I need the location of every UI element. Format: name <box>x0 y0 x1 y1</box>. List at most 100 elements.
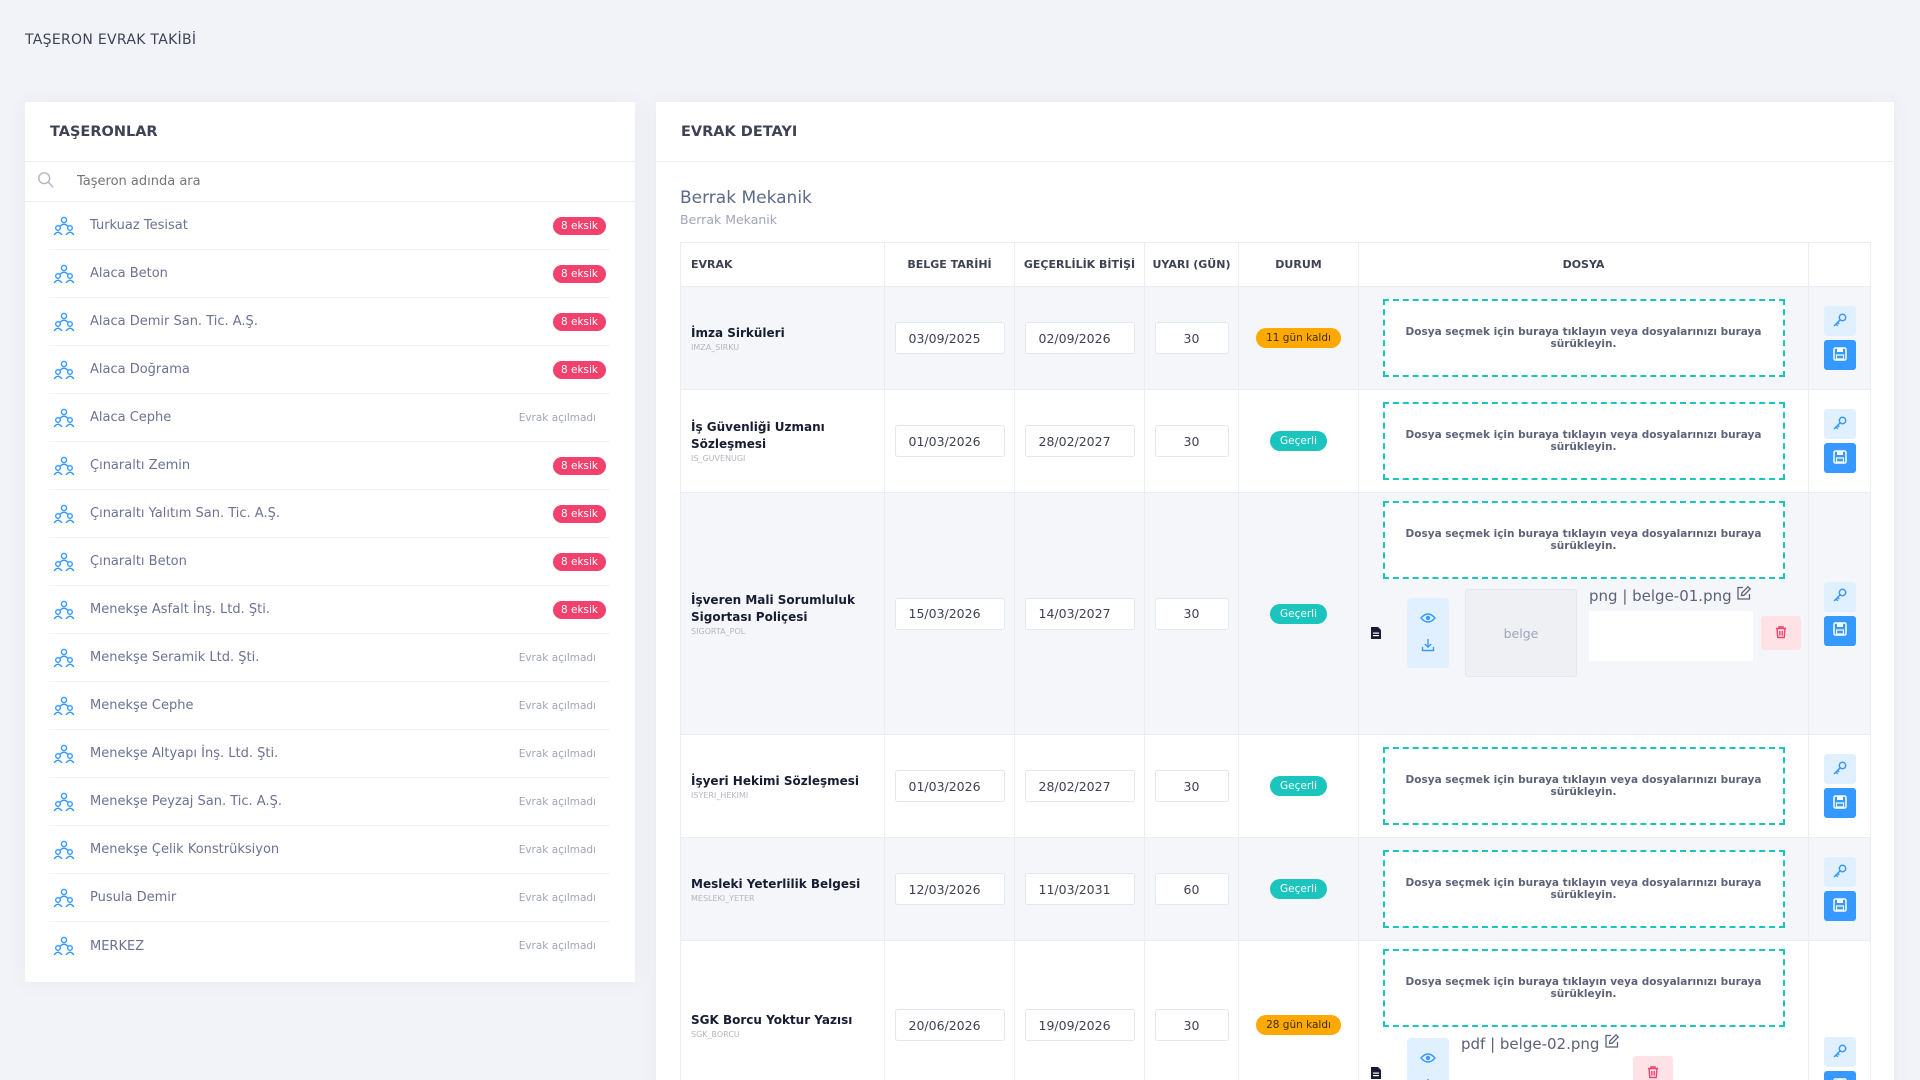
people-icon <box>50 884 78 912</box>
file-cell: Dosya seçmek için buraya tıklayın veya d… <box>1358 734 1809 838</box>
expiry-date-cell: 14/03/2027 <box>1014 492 1145 735</box>
document-date-input[interactable]: 01/03/2026 <box>894 770 1005 802</box>
document-date-input[interactable]: 01/03/2026 <box>894 425 1005 457</box>
expiry-date-input[interactable]: 19/09/2026 <box>1024 1009 1135 1041</box>
warning-days-input[interactable]: 30 <box>1154 597 1229 630</box>
permission-button[interactable] <box>1823 857 1856 887</box>
expiry-date-value: 11/03/2031 <box>1038 881 1111 897</box>
expiry-date-input[interactable]: 11/03/2031 <box>1024 873 1135 905</box>
expiry-date-value: 19/09/2026 <box>1038 1017 1111 1033</box>
document-code: SGK_BORCU <box>691 1029 740 1039</box>
status-cell: Geçerli <box>1238 734 1359 838</box>
permission-button[interactable] <box>1823 581 1856 612</box>
delete-file-button[interactable] <box>1633 1056 1673 1080</box>
save-button[interactable] <box>1823 1071 1856 1080</box>
subcontractor-item[interactable]: Menekşe Asfalt İnş. Ltd. Şti. 8 eksik <box>50 586 610 634</box>
file-description-area <box>1589 611 1753 661</box>
people-icon <box>50 836 78 864</box>
file-dropzone[interactable]: Dosya seçmek için buraya tıklayın veya d… <box>1382 949 1785 1027</box>
save-button[interactable] <box>1823 788 1856 818</box>
document-name: İşyeri Hekimi Sözleşmesi <box>691 773 860 788</box>
expiry-date-value: 02/09/2026 <box>1038 330 1111 346</box>
save-button[interactable] <box>1823 443 1856 473</box>
document-date-input[interactable]: 03/09/2025 <box>894 322 1005 354</box>
warning-days-input[interactable]: 30 <box>1154 1009 1229 1041</box>
people-icon <box>50 932 78 960</box>
subcontractor-item[interactable]: Alaca Beton 8 eksik <box>50 250 610 298</box>
col-gecerlilik: GEÇERLİLİK BİTİŞİ <box>1014 242 1145 287</box>
subcontractor-name: Menekşe Çelik Konstrüksiyon <box>90 842 280 857</box>
warning-days-cell: 30 <box>1144 734 1239 838</box>
rename-icon[interactable] <box>1604 1033 1620 1053</box>
actions-cell <box>1808 837 1871 941</box>
subcontractor-item[interactable]: Çınaraltı Zemin 8 eksik <box>50 442 610 490</box>
subcontractor-item[interactable]: Menekşe Altyapı İnş. Ltd. Şti. Evrak açıl… <box>50 730 610 778</box>
subcontractor-item[interactable]: Alaca Demir San. Tic. A.Ş. 8 eksik <box>50 298 610 346</box>
subcontractor-item[interactable]: Pusula Demir Evrak açılmadı <box>50 874 610 922</box>
subcontractor-name: Menekşe Altyapı İnş. Ltd. Şti. <box>90 746 279 761</box>
expiry-date-input[interactable]: 14/03/2027 <box>1024 597 1135 630</box>
file-dropzone[interactable]: Dosya seçmek için buraya tıklayın veya d… <box>1382 402 1785 480</box>
expiry-date-input[interactable]: 02/09/2026 <box>1024 322 1135 354</box>
subcontractor-panel-title: TAŞERONLAR <box>25 102 635 162</box>
subcontractor-item[interactable]: Alaca Doğrama 8 eksik <box>50 346 610 394</box>
file-dropzone[interactable]: Dosya seçmek için buraya tıklayın veya d… <box>1382 501 1785 579</box>
subcontractor-item[interactable]: Alaca Cephe Evrak açılmadı <box>50 394 610 442</box>
document-date-value: 01/03/2026 <box>908 778 981 794</box>
documents-table: EVRAK BELGE TARİHİ GEÇERLİLİK BİTİŞİ UYA… <box>680 242 1871 1080</box>
save-button[interactable] <box>1823 340 1856 370</box>
subcontractor-item[interactable]: Menekşe Çelik Konstrüksiyon Evrak açılmad… <box>50 826 610 874</box>
permission-button[interactable] <box>1823 306 1856 336</box>
subcontractor-item[interactable]: Çınaraltı Yalıtım San. Tic. A.Ş. 8 eksik <box>50 490 610 538</box>
document-date-input[interactable]: 20/06/2026 <box>894 1009 1005 1041</box>
rename-icon[interactable] <box>1736 585 1752 605</box>
download-icon[interactable] <box>1421 638 1435 655</box>
people-icon <box>50 260 78 288</box>
permission-button[interactable] <box>1823 409 1856 439</box>
file-action-group <box>1407 598 1449 668</box>
save-button[interactable] <box>1823 615 1856 646</box>
status-cell: Geçerli <box>1238 389 1359 493</box>
file-dropzone[interactable]: Dosya seçmek için buraya tıklayın veya d… <box>1382 850 1785 928</box>
subcontractor-item[interactable]: Menekşe Seramik Ltd. Şti. Evrak açılmadı <box>50 634 610 682</box>
document-date-cell: 15/03/2026 <box>884 492 1015 735</box>
col-uyari: UYARI (GÜN) <box>1144 242 1239 287</box>
company-name: Berrak Mekanik <box>680 188 812 208</box>
view-icon[interactable] <box>1420 1052 1436 1067</box>
document-date-input[interactable]: 12/03/2026 <box>894 873 1005 905</box>
warning-days-input[interactable]: 30 <box>1154 322 1229 354</box>
table-header-row: EVRAK BELGE TARİHİ GEÇERLİLİK BİTİŞİ UYA… <box>680 242 1871 287</box>
key-icon <box>1832 587 1848 606</box>
file-dropzone[interactable]: Dosya seçmek için buraya tıklayın veya d… <box>1382 747 1785 825</box>
save-button[interactable] <box>1823 891 1856 921</box>
subcontractor-item[interactable]: Menekşe Peyzaj San. Tic. A.Ş. Evrak açılm… <box>50 778 610 826</box>
expiry-date-input[interactable]: 28/02/2027 <box>1024 425 1135 457</box>
search-input[interactable] <box>77 174 577 189</box>
subcontractor-item[interactable]: Çınaraltı Beton 8 eksik <box>50 538 610 586</box>
missing-count-badge: 8 eksik <box>552 360 606 379</box>
file-dropzone[interactable]: Dosya seçmek için buraya tıklayın veya d… <box>1382 299 1785 377</box>
status-badge: 11 gün kaldı <box>1256 328 1341 348</box>
dropzone-text: Dosya seçmek için buraya tıklayın veya d… <box>1405 877 1762 901</box>
file-type-icon <box>1367 624 1385 642</box>
permission-button[interactable] <box>1823 1037 1856 1067</box>
warning-days-input[interactable]: 30 <box>1154 770 1229 802</box>
actions-cell <box>1808 734 1871 838</box>
expiry-date-input[interactable]: 28/02/2027 <box>1024 770 1135 802</box>
col-durum: DURUM <box>1238 242 1359 287</box>
warning-days-input[interactable]: 30 <box>1154 425 1229 457</box>
permission-button[interactable] <box>1823 754 1856 784</box>
view-icon[interactable] <box>1420 612 1436 627</box>
subcontractor-name: Turkuaz Tesisat <box>90 218 188 233</box>
col-evrak: EVRAK <box>680 242 885 287</box>
file-thumbnail[interactable]: belge <box>1465 589 1577 677</box>
subcontractor-item[interactable]: Turkuaz Tesisat 8 eksik <box>50 202 610 250</box>
expiry-date-cell: 19/09/2026 <box>1014 940 1145 1080</box>
document-date-input[interactable]: 15/03/2026 <box>894 597 1005 630</box>
warning-days-input[interactable]: 60 <box>1154 873 1229 905</box>
dropzone-text: Dosya seçmek için buraya tıklayın veya d… <box>1405 326 1762 350</box>
subcontractor-item[interactable]: MERKEZ Evrak açılmadı <box>50 922 610 970</box>
subcontractor-item[interactable]: Menekşe Cephe Evrak açılmadı <box>50 682 610 730</box>
delete-file-button[interactable] <box>1761 616 1801 650</box>
